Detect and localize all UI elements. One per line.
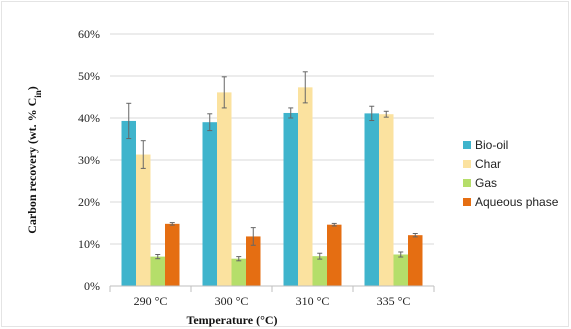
x-tick-label: 335 °C [377,294,411,308]
y-axis-title: Carbon recovery (wt. % Cin) [25,86,43,234]
bar-gas [393,254,408,286]
legend-swatch [463,179,471,187]
bar-bio-oil [283,112,298,287]
y-tick-label: 10% [78,237,100,251]
y-tick-label: 40% [78,111,100,125]
y-tick-label: 60% [78,27,100,41]
bar-bio-oil [364,113,379,286]
bar-char [217,92,232,286]
y-tick-label: 50% [78,69,100,83]
bar-char [298,87,313,286]
bar-aqueous-phase [408,235,423,286]
bar-char [136,154,151,286]
y-axis-title-subscript: in [33,90,43,98]
bar-bio-oil [121,120,136,286]
legend-swatch [463,141,471,149]
legend-label: Gas [475,176,497,190]
legend: Bio-oil Char Gas Aqueous phase [463,138,559,209]
bar-char [379,114,394,286]
bar-aqueous-phase [246,236,261,286]
legend-label: Aqueous phase [475,195,559,209]
bar-aqueous-phase [327,224,342,286]
bar-gas [231,258,246,286]
bar-bio-oil [202,122,217,286]
x-axis-title: Temperature (°C) [186,313,277,327]
x-axis-ticks: 290 °C 300 °C 310 °C 335 °C [109,286,435,308]
y-tick-label: 0% [84,279,100,293]
x-tick-label: 290 °C [134,294,168,308]
x-tick-label: 300 °C [215,294,249,308]
bar-gas [150,256,165,286]
legend-label: Char [475,157,501,171]
y-axis-ticks: 0% 10% 20% 30% 40% 50% 60% [78,27,100,293]
x-tick-label: 310 °C [296,294,330,308]
bars [121,71,423,287]
y-tick-label: 30% [78,153,100,167]
legend-swatch [463,160,471,168]
bar-aqueous-phase [165,223,180,286]
y-tick-label: 20% [78,195,100,209]
legend-swatch [463,198,471,206]
legend-label: Bio-oil [475,138,508,152]
bar-gas [312,256,327,286]
